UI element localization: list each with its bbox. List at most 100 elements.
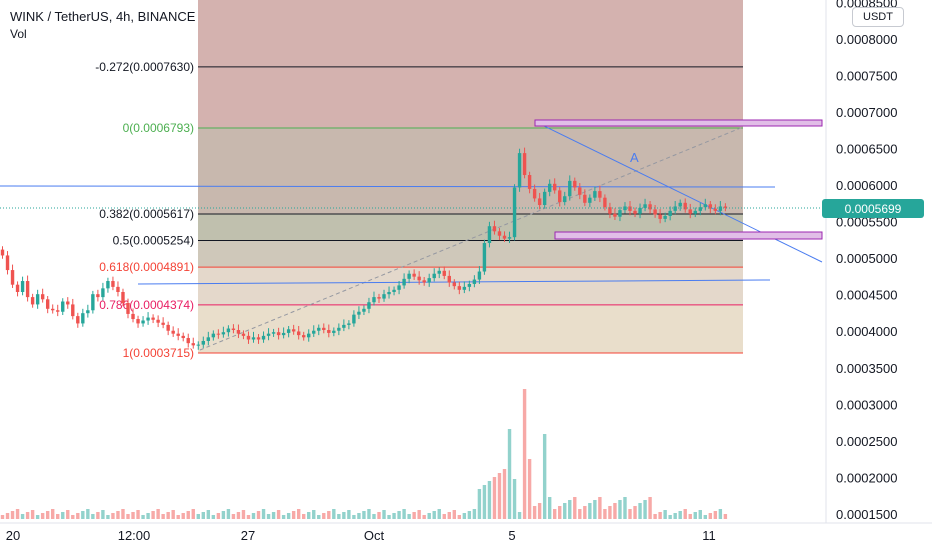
volume-bar <box>663 510 667 519</box>
candle-body <box>347 323 351 325</box>
volume-bar <box>517 512 522 519</box>
volume-bar <box>10 511 15 519</box>
fib-level-label: 0.786(0.0004374) <box>99 298 194 312</box>
volume-bar <box>191 509 195 519</box>
candle-body <box>568 180 572 197</box>
candle-body <box>246 335 251 340</box>
volume-bar <box>402 509 406 519</box>
candle-body <box>372 297 376 303</box>
candle-body <box>698 207 702 211</box>
candle-body <box>317 327 321 331</box>
candle-body <box>156 319 160 323</box>
volume-bar <box>628 509 632 519</box>
candle-body <box>251 337 256 340</box>
candle-body <box>171 330 175 334</box>
candle-body <box>407 273 411 279</box>
price-tick-label: 0.0006000 <box>836 178 897 193</box>
volume-bar <box>5 513 10 519</box>
volume-bar <box>201 512 205 519</box>
volume-bar <box>136 510 140 519</box>
volume-bar <box>196 514 200 519</box>
symbol-title: WINK / TetherUS, 4h, BINANCE <box>10 9 196 24</box>
volume-bar <box>241 510 246 519</box>
candle-body <box>296 331 301 336</box>
volume-bar <box>45 511 50 519</box>
volume-bar <box>638 503 642 519</box>
candle-body <box>266 333 271 336</box>
currency-button[interactable]: USDT <box>852 7 904 27</box>
volume-bar <box>442 514 446 519</box>
volume-bar <box>668 515 672 519</box>
candle-body <box>397 285 401 290</box>
volume-bar <box>146 513 150 519</box>
candle-body <box>307 333 311 338</box>
candle-body <box>191 343 195 346</box>
candle-body <box>151 317 155 320</box>
volume-bar <box>407 514 411 519</box>
volume-bar <box>281 515 286 519</box>
volume-bar <box>86 509 90 519</box>
candle-body <box>352 314 356 324</box>
candle-body <box>417 276 421 281</box>
candle-body <box>573 180 577 188</box>
volume-bar <box>603 509 607 519</box>
volume-bar <box>176 515 180 519</box>
candle-body <box>618 210 622 217</box>
candle-body <box>402 278 406 286</box>
price-tick-label: 0.0007500 <box>836 68 897 83</box>
candle-body <box>422 280 426 283</box>
volume-bar <box>246 515 251 519</box>
candle-body <box>673 206 677 211</box>
candle-body <box>578 187 582 195</box>
candle-body <box>598 191 602 198</box>
volume-bar <box>141 515 145 519</box>
fib-level-label: 1(0.0003715) <box>123 346 194 360</box>
volume-bar <box>713 511 718 519</box>
volume-indicator-label[interactable]: Vol <box>10 27 27 41</box>
volume-bar <box>467 511 472 519</box>
candle-body <box>357 311 361 315</box>
time-tick-label: 27 <box>241 528 255 543</box>
candle-body <box>166 324 170 331</box>
fib-level-label: 0.5(0.0005254) <box>113 234 194 248</box>
volume-bar <box>35 515 40 519</box>
candle-body <box>211 333 216 338</box>
candle-body <box>492 226 497 232</box>
candle-body <box>693 210 697 214</box>
candle-body <box>532 188 537 199</box>
candle-body <box>588 197 592 203</box>
price-tick-label: 0.0005000 <box>836 251 897 266</box>
candle-body <box>467 283 472 287</box>
price-tick-label: 0.0002500 <box>836 434 897 449</box>
volume-bar <box>352 515 356 519</box>
candle-body <box>603 197 607 208</box>
candle-body <box>281 332 286 336</box>
candle-body <box>708 204 713 209</box>
volume-bar <box>623 497 627 519</box>
price-tick-label: 0.0003500 <box>836 361 897 376</box>
candle-body <box>683 202 687 210</box>
volume-bar <box>25 512 30 519</box>
volume-bar <box>20 514 25 519</box>
candle-body <box>447 275 451 283</box>
candle-body <box>40 294 45 300</box>
volume-bar <box>673 513 677 519</box>
volume-bar <box>342 512 346 519</box>
candle-body <box>593 191 597 198</box>
fib-band <box>198 240 743 268</box>
candle-body <box>76 316 80 324</box>
candle-body <box>542 191 547 206</box>
volume-bar <box>457 515 462 519</box>
price-tick-label: 0.0003000 <box>836 397 897 412</box>
volume-bar <box>156 509 160 519</box>
fib-band <box>198 0 743 129</box>
volume-bar <box>698 510 702 519</box>
resistance-zone <box>534 119 823 127</box>
volume-bar <box>598 497 602 519</box>
volume-bar <box>372 514 376 519</box>
volume-bar <box>276 510 281 519</box>
candle-body <box>111 281 115 287</box>
candle-body <box>241 333 246 336</box>
candle-body <box>537 198 542 206</box>
